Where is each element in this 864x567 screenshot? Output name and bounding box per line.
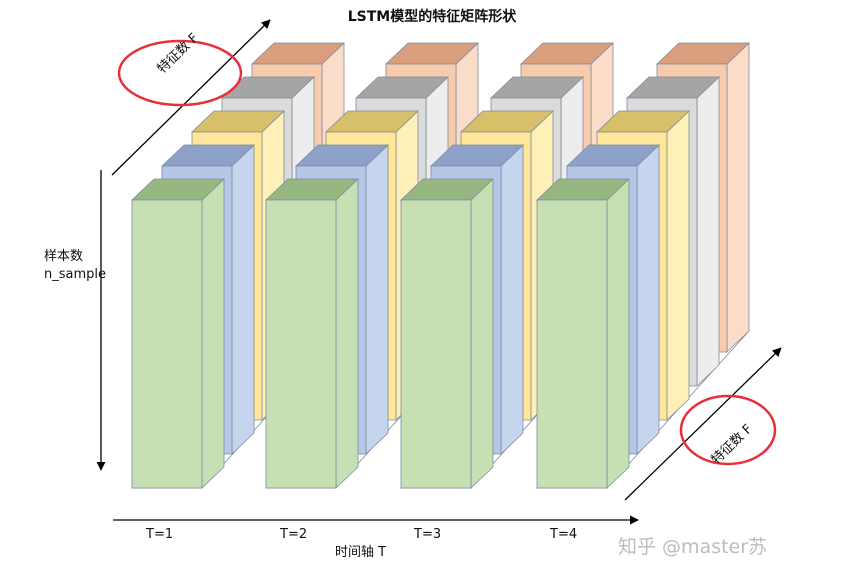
axes — [96, 19, 782, 525]
watermark: 知乎 @master苏 — [618, 536, 768, 558]
highlight-ellipse-top — [117, 39, 243, 107]
time-step-label-3: T=3 — [414, 527, 442, 542]
feature-block-front — [400, 199, 472, 489]
time-step-label-1: T=1 — [146, 527, 174, 542]
feature-axis-arrow-right — [624, 347, 782, 501]
feature-block-front — [131, 199, 203, 489]
feature-block-side — [365, 144, 389, 455]
sample-axis-label: 样本数 n_sample — [44, 248, 106, 284]
feature-block-front — [265, 199, 337, 489]
feature-block-side — [500, 144, 524, 455]
feature-block-side — [231, 144, 255, 455]
feature-block-side — [470, 178, 494, 489]
feature-block-side — [666, 110, 690, 421]
sample-axis-label-zh: 样本数 — [44, 249, 84, 264]
time-axis-label: 时间轴 T — [335, 545, 387, 560]
sample-axis-label-en: n_sample — [44, 267, 107, 282]
time-step-group-4 — [536, 42, 750, 489]
highlight-ellipse-right — [679, 394, 777, 466]
block-groups — [131, 42, 750, 489]
feature-block-side — [606, 178, 630, 489]
feature-block-side — [335, 178, 359, 489]
feature-block-side — [696, 76, 720, 387]
time-step-label-2: T=2 — [280, 527, 308, 542]
feature-block-side — [636, 144, 660, 455]
feature-block-front — [536, 199, 608, 489]
feature-block-side — [201, 178, 225, 489]
feature-axis-arrow-top — [111, 19, 271, 176]
feature-block-side — [726, 42, 750, 353]
diagram-title: LSTM模型的特征矩阵形状 — [347, 9, 517, 25]
time-step-label-4: T=4 — [550, 527, 578, 542]
